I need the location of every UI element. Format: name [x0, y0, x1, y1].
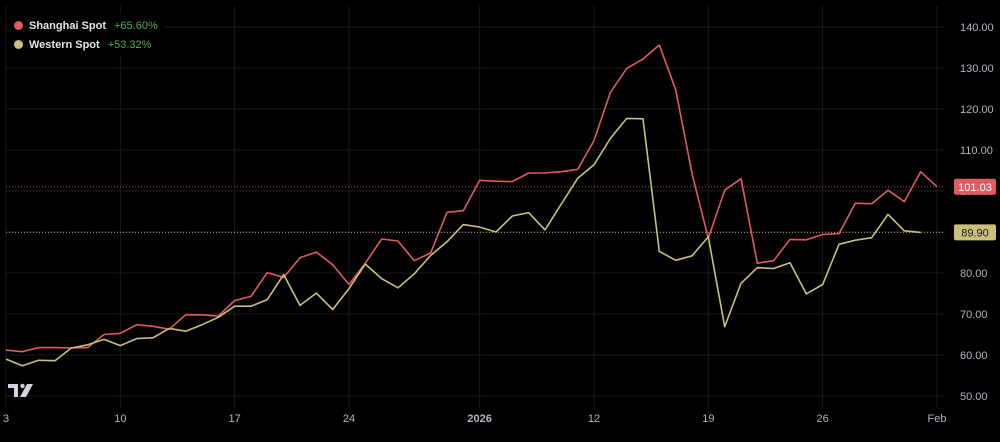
- x-tick-label: 3: [3, 413, 9, 425]
- last-value-label: 101.03: [958, 182, 992, 194]
- y-tick-label: 70.00: [960, 309, 988, 321]
- legend-series-change: +53.32%: [107, 38, 152, 51]
- last-value-badge: [954, 178, 996, 195]
- y-tick-label: 120.00: [960, 104, 994, 116]
- y-tick-label: 60.00: [960, 350, 988, 362]
- y-axis: 140.00130.00120.00110.00100.0090.0080.00…: [954, 22, 996, 403]
- x-tick-label: 2026: [467, 413, 491, 425]
- y-tick-label: 50.00: [960, 391, 988, 403]
- series-color-dot-icon: [14, 21, 23, 30]
- series-line-western[interactable]: [5, 117, 921, 367]
- last-value-label: 89.90: [961, 227, 989, 239]
- series-line-shanghai[interactable]: [5, 44, 938, 353]
- legend: Shanghai Spot +65.60% Western Spot +53.3…: [8, 14, 164, 56]
- last-value-badge: [954, 224, 996, 241]
- x-tick-label: 19: [702, 413, 714, 425]
- x-tick-label: 24: [343, 413, 355, 425]
- y-tick-label: 110.00: [960, 145, 993, 157]
- series-layer: [5, 44, 945, 367]
- legend-series-name: Western Spot: [29, 38, 100, 51]
- x-tick-label: Feb: [928, 413, 947, 425]
- legend-series-name: Shanghai Spot: [29, 19, 106, 32]
- legend-item-western[interactable]: Western Spot +53.32%: [14, 35, 158, 54]
- legend-item-shanghai[interactable]: Shanghai Spot +65.60%: [14, 16, 158, 35]
- y-tick-label: 80.00: [960, 268, 988, 280]
- chart-grid: [5, 6, 945, 408]
- x-tick-label: 12: [588, 413, 600, 425]
- tradingview-logo-icon[interactable]: [7, 380, 37, 400]
- x-tick-label: 17: [229, 413, 241, 425]
- y-tick-label: 130.00: [960, 63, 994, 75]
- y-tick-label: 140.00: [960, 22, 994, 34]
- series-color-dot-icon: [14, 40, 23, 49]
- x-tick-label: 10: [114, 413, 126, 425]
- legend-series-change: +65.60%: [114, 19, 158, 32]
- x-axis: 31017242026121926Feb9Mar: [3, 413, 947, 425]
- x-tick-label: 26: [817, 413, 829, 425]
